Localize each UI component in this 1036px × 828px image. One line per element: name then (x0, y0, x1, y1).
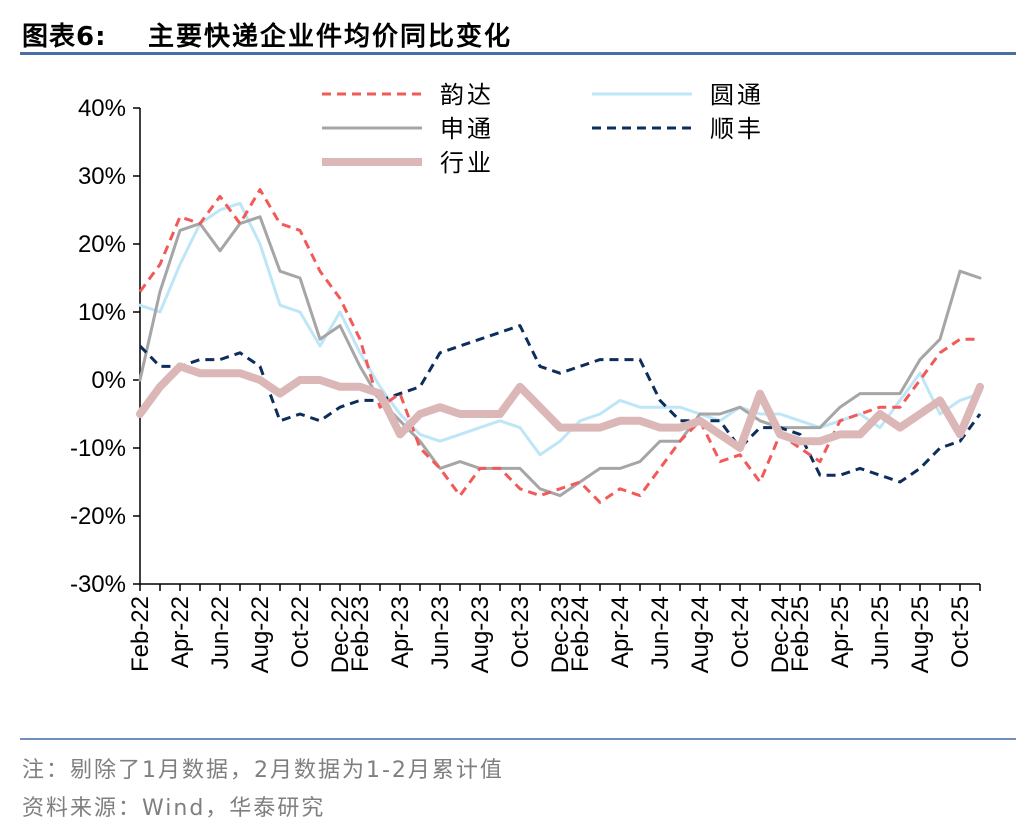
x-tick-label: Oct-25 (947, 596, 974, 668)
x-tick-label: Oct-23 (507, 596, 534, 668)
figure-header: 图表6: 主要快递企业件均价同比变化 (20, 14, 1016, 52)
y-tick-label: 0% (91, 367, 126, 394)
x-tick-label: Jun-25 (867, 596, 894, 669)
x-tick-label: Feb-23 (347, 596, 374, 672)
legend-label: 韵达 (440, 81, 494, 109)
x-tick-label: Apr-25 (827, 596, 854, 668)
x-tick-label: Apr-22 (167, 596, 194, 668)
x-tick-label: Jun-22 (207, 596, 234, 669)
x-tick-label: Apr-24 (607, 596, 634, 668)
x-tick-label: Aug-22 (247, 596, 274, 673)
x-tick-label: Dec-23 (547, 596, 574, 673)
series-line-2 (138, 215, 982, 498)
x-tick-label: Aug-23 (467, 596, 494, 673)
figure-number: 图表6: (22, 22, 107, 52)
figure-note: 注：剔除了1月数据，2月数据为1-2月累计值 (22, 758, 504, 783)
x-tick-label: Apr-23 (387, 596, 414, 668)
series-line-3 (138, 324, 982, 484)
y-tick-label: 20% (78, 231, 126, 258)
y-tick-label: -30% (70, 571, 126, 598)
x-tick-label: Oct-24 (727, 596, 754, 668)
x-tick-label: Dec-22 (327, 596, 354, 673)
footer-divider (20, 738, 1016, 740)
legend-label: 行业 (440, 149, 494, 177)
x-tick-label: Feb-24 (567, 596, 594, 672)
chart-axes: 40% 30% 20% 10% 0% -10% -20% -30%Feb-22 Apr-22 Ju… (70, 95, 981, 673)
x-tick-label: Feb-25 (787, 596, 814, 672)
legend-label: 圆通 (710, 81, 764, 109)
series-line-4 (136, 362, 984, 452)
y-tick-label: -20% (70, 503, 126, 530)
x-tick-label: Oct-22 (287, 596, 314, 668)
y-tick-label: 30% (78, 163, 126, 190)
chart-series-layer (136, 188, 984, 504)
x-tick-label: Jun-24 (647, 596, 674, 669)
figure-title: 主要快递企业件均价同比变化 (148, 22, 513, 52)
x-tick-label: Aug-25 (907, 596, 934, 673)
legend-label: 顺丰 (710, 115, 764, 143)
y-tick-label: 40% (78, 95, 126, 122)
y-tick-label: 10% (78, 299, 126, 326)
x-tick-label: Dec-24 (767, 596, 794, 673)
series-line-0 (138, 188, 980, 504)
header-divider (20, 52, 1016, 55)
x-tick-label: Jun-23 (427, 596, 454, 669)
y-tick-label: -10% (70, 435, 126, 462)
line-chart: 40% 30% 20% 10% 0% -10% -20% -30%Feb-22 Apr-22 Ju… (70, 81, 984, 673)
x-tick-label: Feb-22 (127, 596, 154, 672)
x-tick-label: Aug-24 (687, 596, 714, 673)
figure-source: 资料来源：Wind，华泰研究 (22, 796, 326, 821)
legend-label: 申通 (440, 115, 494, 143)
